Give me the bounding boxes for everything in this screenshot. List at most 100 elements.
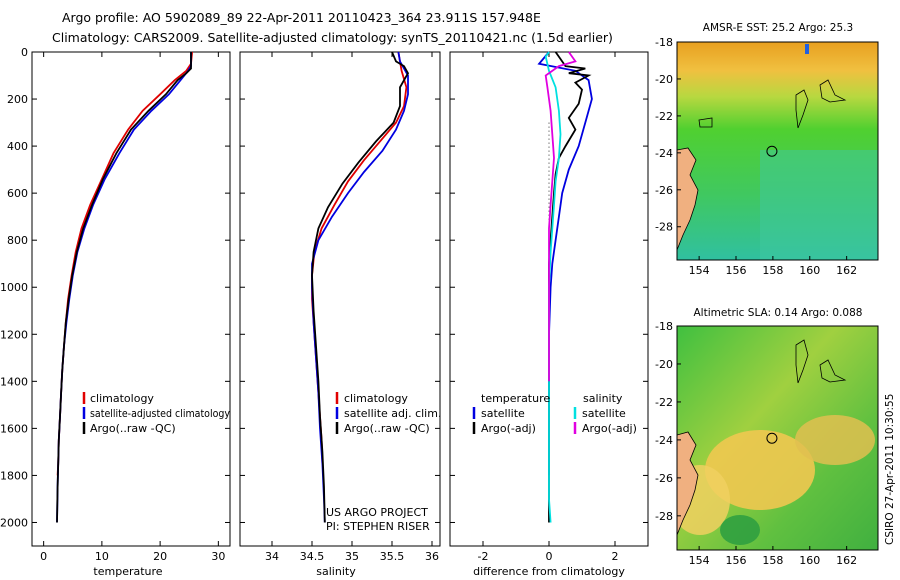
x-tick-label: 2 — [612, 550, 619, 563]
map-y-tick-label: -18 — [655, 36, 673, 49]
sst-coastline — [677, 147, 699, 251]
sla-map-field — [677, 326, 878, 550]
map-y-tick-label: -26 — [655, 184, 673, 197]
series-argo — [311, 51, 410, 523]
sla-low-patch — [720, 515, 760, 545]
salinity-legend: climatology satellite adj. clim. Argo(..… — [335, 392, 441, 435]
legend-climatology: climatology — [90, 392, 154, 405]
x-tick-label: 34 — [265, 550, 279, 563]
x-tick-label: 34.5 — [300, 550, 325, 563]
map-y-tick-label: -24 — [655, 434, 673, 447]
difference-legend: temperature salinity satellite Argo(-adj… — [472, 392, 637, 435]
sla-map-title: Altimetric SLA: 0.14 Argo: 0.088 — [694, 307, 863, 319]
legend-salinity-header: salinity — [583, 392, 623, 405]
map-y-tick-label: -22 — [655, 396, 673, 409]
map-y-tick-label: -20 — [655, 73, 673, 86]
legend-sal-argo: Argo(-adj) — [582, 422, 637, 435]
legend-satellite: satellite adj. clim. — [344, 407, 441, 420]
temperature-axes — [31, 51, 231, 547]
x-tick-label: 0 — [546, 550, 553, 563]
x-tick-label: 35.5 — [380, 550, 405, 563]
pi-annotation: PI: STEPHEN RISER — [326, 520, 430, 533]
legend-temp-argo: Argo(-adj) — [481, 422, 536, 435]
profile-title: Argo profile: AO 5902089_89 22-Apr-2011 … — [62, 10, 541, 25]
sst-reef-3 — [698, 117, 713, 128]
climatology-title: Climatology: CARS2009. Satellite-adjuste… — [52, 30, 613, 45]
y-tick-label: 1600 — [0, 422, 28, 435]
series-salinity-argo — [544, 51, 577, 382]
map-x-tick-label: 158 — [762, 264, 783, 277]
y-tick-label: 0 — [21, 46, 28, 59]
series-satellite — [56, 52, 192, 523]
sst-map-frame — [676, 41, 879, 261]
map-x-tick-label: 154 — [689, 554, 710, 567]
map-y-tick-label: -22 — [655, 110, 673, 123]
y-tick-label: 200 — [7, 93, 28, 106]
series-temperature-argo — [548, 51, 592, 523]
series-salinity-satellite — [544, 51, 562, 523]
legend-sal-satellite: satellite — [582, 407, 626, 420]
map-y-tick-label: -18 — [655, 320, 673, 333]
temperature-legend: climatology satellite-adjusted climatolo… — [82, 392, 230, 435]
x-tick-label: 10 — [95, 550, 109, 563]
y-tick-label: 1800 — [0, 469, 28, 482]
map-y-tick-label: -20 — [655, 358, 673, 371]
sst-reef — [795, 89, 809, 129]
x-tick-label: 35 — [345, 550, 359, 563]
y-tick-label: 1000 — [0, 281, 28, 294]
argo-position-marker — [766, 432, 778, 444]
x-tick-label: 0 — [40, 550, 47, 563]
map-x-tick-label: 156 — [726, 264, 747, 277]
salinity-xlabel: salinity — [316, 565, 356, 578]
sla-high-patch-3 — [795, 415, 875, 465]
y-tick-label: 2000 — [0, 516, 28, 529]
sst-map-axes: 154 156 158 160 162 -18 -20 -22 -24 -26 -28 — [655, 36, 857, 277]
map-x-tick-label: 154 — [689, 264, 710, 277]
sst-argo-cell — [805, 44, 809, 54]
series-argo — [56, 52, 192, 523]
y-tick-label: 600 — [7, 187, 28, 200]
y-tick-label: 1200 — [0, 328, 28, 341]
difference-plot: -2 0 2 — [450, 51, 648, 563]
x-tick-label: 20 — [153, 550, 167, 563]
sla-high-patch — [705, 430, 815, 510]
legend-temperature-header: temperature — [481, 392, 550, 405]
x-tick-label: -2 — [478, 550, 489, 563]
legend-argo: Argo(..raw -QC) — [90, 422, 176, 435]
salinity-plot: 34 34.5 35 35.5 36 — [240, 51, 440, 563]
map-x-tick-label: 162 — [836, 554, 857, 567]
map-x-tick-label: 158 — [762, 554, 783, 567]
y-tick-label: 400 — [7, 140, 28, 153]
legend-satellite: satellite-adjusted climatology — [90, 407, 230, 420]
map-x-tick-label: 160 — [799, 554, 820, 567]
sst-reef-2 — [819, 79, 847, 103]
sst-map-title: AMSR-E SST: 25.2 Argo: 25.3 — [703, 22, 853, 34]
map-y-tick-label: -26 — [655, 472, 673, 485]
sla-reef — [795, 339, 809, 384]
y-tick-label: 800 — [7, 234, 28, 247]
legend-argo: Argo(..raw -QC) — [344, 422, 430, 435]
x-tick-label: 36 — [425, 550, 439, 563]
y-tick-label: 1400 — [0, 375, 28, 388]
sla-map-frame — [676, 325, 879, 551]
map-x-tick-label: 156 — [726, 554, 747, 567]
sst-cool-patch — [760, 150, 878, 260]
map-x-tick-label: 160 — [799, 264, 820, 277]
legend-climatology: climatology — [344, 392, 408, 405]
sla-reef-2 — [819, 359, 847, 383]
map-y-tick-label: -28 — [655, 510, 673, 523]
credit-text: CSIRO 27-Apr-2011 10:30:55 — [884, 394, 896, 545]
temperature-plot: 0 10 20 30 0 200 400 600 800 1000 1200 1400 1600 1800… — [0, 46, 230, 563]
salinity-axes — [239, 51, 441, 547]
project-annotation: US ARGO PROJECT — [326, 506, 428, 519]
argo-position-marker — [766, 145, 778, 157]
sla-map-axes: 154 156 158 160 162 -18 -20 -22 -24 -26 -28 — [655, 320, 857, 567]
sla-coastline — [677, 431, 699, 536]
sst-map-field — [677, 42, 878, 260]
temperature-xlabel: temperature — [93, 565, 162, 578]
map-y-tick-label: -28 — [655, 221, 673, 234]
difference-xlabel: difference from climatology — [473, 565, 625, 578]
x-tick-label: 30 — [211, 550, 225, 563]
legend-temp-satellite: satellite — [481, 407, 525, 420]
